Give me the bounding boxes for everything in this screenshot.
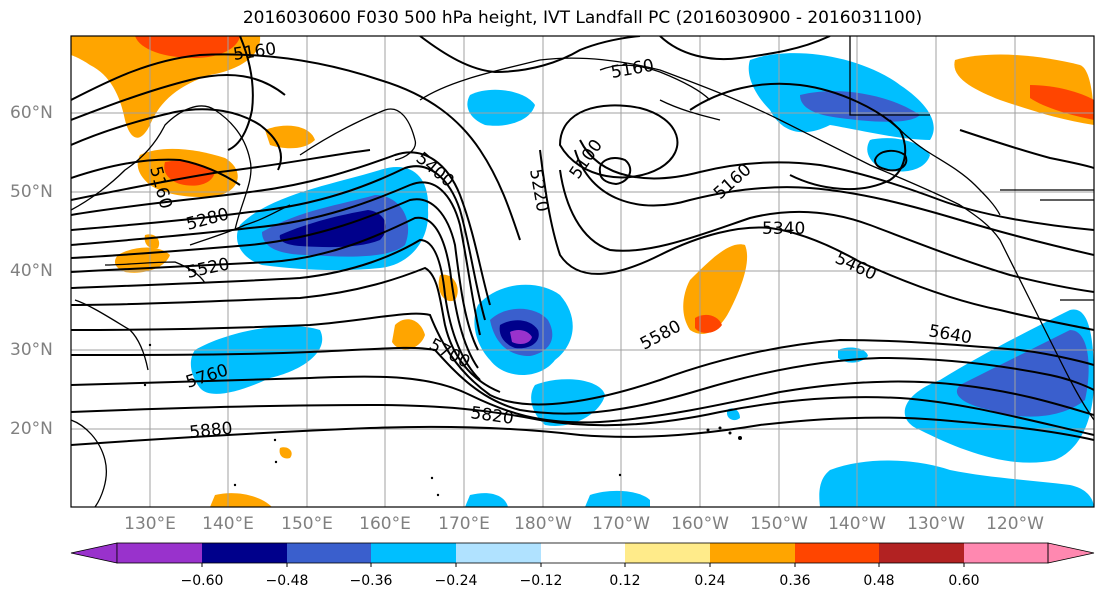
lat-label: 30°N [10,340,53,360]
colorbar [70,542,1095,567]
ivt-positive-regions [71,36,1094,507]
colorbar-bin [456,543,541,563]
map-title: 2016030600 F030 500 hPa height, IVT Land… [242,8,923,28]
height-contours [71,36,1094,446]
lat-label: 50°N [10,182,53,202]
lon-label: 180°W [514,514,572,534]
lon-label: 120°W [986,514,1044,534]
colorbar-bin [202,543,287,563]
colorbar-tick-label: −0.24 [434,573,478,589]
colorbar-bin [541,543,625,563]
colorbar-tick-label: −0.48 [265,573,309,589]
lon-label: 130°W [907,514,965,534]
lat-label: 20°N [10,419,53,439]
colorbar-tick-label: −0.36 [349,573,393,589]
lon-label: 170°E [438,514,490,534]
colorbar-tick-label: 0.60 [948,573,980,589]
contour-label: 5340 [762,219,805,239]
lat-label: 40°N [10,261,53,281]
lon-label: 160°E [359,514,411,534]
lon-label: 160°W [671,514,729,534]
colorbar-bin [879,543,964,563]
lon-label: 140°E [202,514,254,534]
colorbar-bin [795,543,879,563]
colorbar-tick-label: 0.36 [779,573,811,589]
colorbar-tick-label: 0.48 [863,573,895,589]
colorbar-tick-label: −0.12 [519,573,563,589]
colorbar-tick-label: 0.12 [609,573,641,589]
colorbar-tick-label: 0.24 [694,573,726,589]
colorbar-tick-label: −0.60 [180,573,224,589]
lon-label: 140°W [828,514,886,534]
colorbar-bin [117,543,202,563]
colorbar-bin [710,543,795,563]
lon-label: 150°E [281,514,333,534]
colorbar-bin [964,543,1048,563]
colorbar-extend-high [1047,542,1095,564]
island-dots [143,343,742,497]
lon-label: 130°E [124,514,176,534]
coastlines [71,36,1094,507]
colorbar-extend-low [70,542,118,564]
plot-frame [70,35,1095,508]
colorbar-bin [371,543,456,563]
lon-label: 150°W [750,514,808,534]
lat-label: 60°N [10,103,53,123]
colorbar-bin [625,543,710,563]
lon-label: 170°W [592,514,650,534]
contour-label: 5880 [188,419,233,443]
colorbar-bin [287,543,371,563]
